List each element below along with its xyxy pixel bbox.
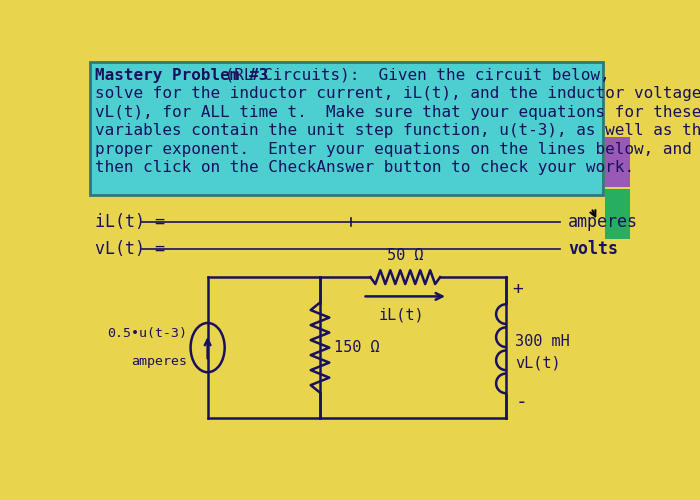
Text: then click on the CheckAnswer button to check your work.: then click on the CheckAnswer button to … (95, 160, 634, 175)
FancyBboxPatch shape (606, 188, 630, 238)
FancyBboxPatch shape (90, 62, 603, 194)
Text: -: - (515, 393, 527, 412)
Text: solve for the inductor current, iL(t), and the inductor voltage,: solve for the inductor current, iL(t), a… (95, 86, 700, 101)
Text: 150 Ω: 150 Ω (334, 340, 379, 355)
Text: Mastery Problem #3: Mastery Problem #3 (95, 68, 269, 82)
Text: 50 Ω: 50 Ω (387, 248, 424, 264)
Text: vL(t), for ALL time t.  Make sure that your equations for these: vL(t), for ALL time t. Make sure that yo… (95, 104, 700, 120)
Text: variables contain the unit step function, u(t-3), as well as the: variables contain the unit step function… (95, 123, 700, 138)
Text: proper exponent.  Enter your equations on the lines below, and: proper exponent. Enter your equations on… (95, 142, 692, 156)
Text: (RL Circuits):  Given the circuit below,: (RL Circuits): Given the circuit below, (216, 68, 610, 82)
Text: vL(t) =: vL(t) = (95, 240, 165, 258)
Text: amperes: amperes (568, 212, 638, 230)
Text: amperes: amperes (131, 356, 187, 368)
Text: iL(t) =: iL(t) = (95, 212, 165, 230)
Text: 300 mH: 300 mH (515, 334, 570, 348)
Text: +: + (512, 280, 523, 297)
Text: vL(t): vL(t) (515, 355, 561, 370)
FancyBboxPatch shape (606, 137, 630, 187)
Text: 0.5•u(t-3): 0.5•u(t-3) (106, 327, 187, 340)
Text: volts: volts (568, 240, 618, 258)
Text: iL(t): iL(t) (379, 307, 424, 322)
